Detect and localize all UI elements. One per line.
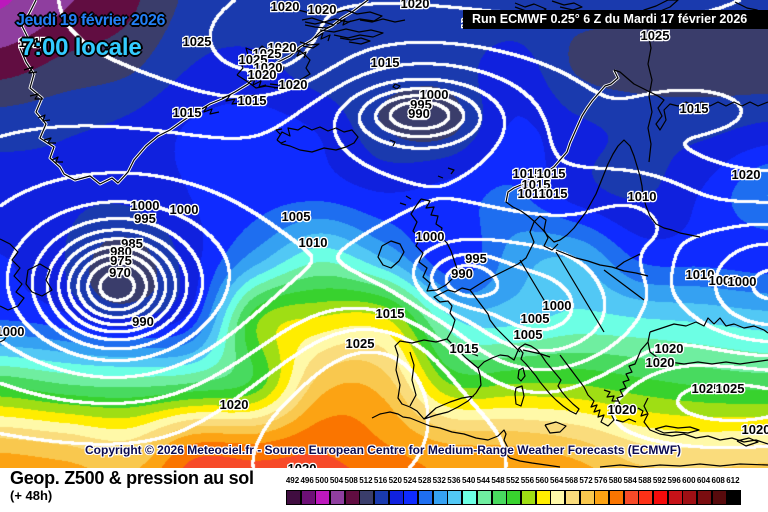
svg-text:1000: 1000 (416, 229, 445, 244)
svg-text:1025: 1025 (253, 46, 282, 61)
svg-text:1005: 1005 (514, 327, 543, 342)
svg-text:1020: 1020 (742, 422, 768, 437)
svg-text:1020: 1020 (248, 67, 277, 82)
svg-text:980: 980 (110, 244, 132, 259)
svg-text:1015: 1015 (19, 35, 48, 50)
svg-text:1025: 1025 (692, 381, 721, 396)
svg-text:1025: 1025 (183, 34, 212, 49)
svg-text:1025: 1025 (716, 381, 745, 396)
svg-text:1000: 1000 (170, 202, 199, 217)
svg-text:1020: 1020 (268, 40, 297, 55)
svg-text:985: 985 (121, 236, 143, 251)
svg-text:995: 995 (465, 251, 487, 266)
svg-text:1010: 1010 (686, 267, 715, 282)
svg-text:995: 995 (134, 211, 156, 226)
svg-text:1000: 1000 (543, 298, 572, 313)
svg-text:1015: 1015 (680, 101, 709, 116)
svg-text:1020: 1020 (608, 402, 637, 417)
svg-text:1010: 1010 (628, 189, 657, 204)
svg-text:990: 990 (408, 106, 430, 121)
svg-text:1025: 1025 (239, 52, 268, 67)
svg-text:1020: 1020 (646, 355, 675, 370)
svg-text:1020: 1020 (254, 60, 283, 75)
svg-text:1005: 1005 (282, 209, 311, 224)
svg-text:1005: 1005 (521, 311, 550, 326)
svg-text:995: 995 (410, 97, 432, 112)
svg-text:1000: 1000 (131, 198, 160, 213)
svg-text:1000: 1000 (728, 274, 757, 289)
svg-text:1020: 1020 (220, 397, 249, 412)
svg-text:1015: 1015 (376, 306, 405, 321)
svg-text:1015: 1015 (173, 105, 202, 120)
svg-text:1000: 1000 (0, 324, 24, 339)
svg-text:1020: 1020 (732, 167, 761, 182)
svg-text:1010: 1010 (299, 235, 328, 250)
svg-text:1015: 1015 (537, 166, 566, 181)
svg-text:1000: 1000 (420, 87, 449, 102)
svg-text:1015: 1015 (371, 55, 400, 70)
svg-text:1015: 1015 (513, 166, 542, 181)
svg-text:1025: 1025 (641, 28, 670, 43)
svg-text:1020: 1020 (655, 341, 684, 356)
svg-text:970: 970 (109, 265, 131, 280)
svg-text:1020: 1020 (279, 77, 308, 92)
svg-text:1020: 1020 (401, 0, 430, 11)
svg-text:1005: 1005 (709, 273, 738, 288)
svg-text:1020: 1020 (271, 0, 300, 14)
svg-text:990: 990 (132, 314, 154, 329)
svg-text:1025: 1025 (346, 336, 375, 351)
svg-text:1015: 1015 (238, 93, 267, 108)
svg-text:1015: 1015 (522, 177, 551, 192)
svg-text:1020: 1020 (308, 2, 337, 17)
svg-text:990: 990 (451, 266, 473, 281)
svg-text:1020: 1020 (288, 461, 317, 468)
svg-text:1015: 1015 (518, 186, 547, 201)
svg-text:1015: 1015 (450, 341, 479, 356)
svg-text:1015: 1015 (539, 186, 568, 201)
svg-text:975: 975 (110, 253, 132, 268)
